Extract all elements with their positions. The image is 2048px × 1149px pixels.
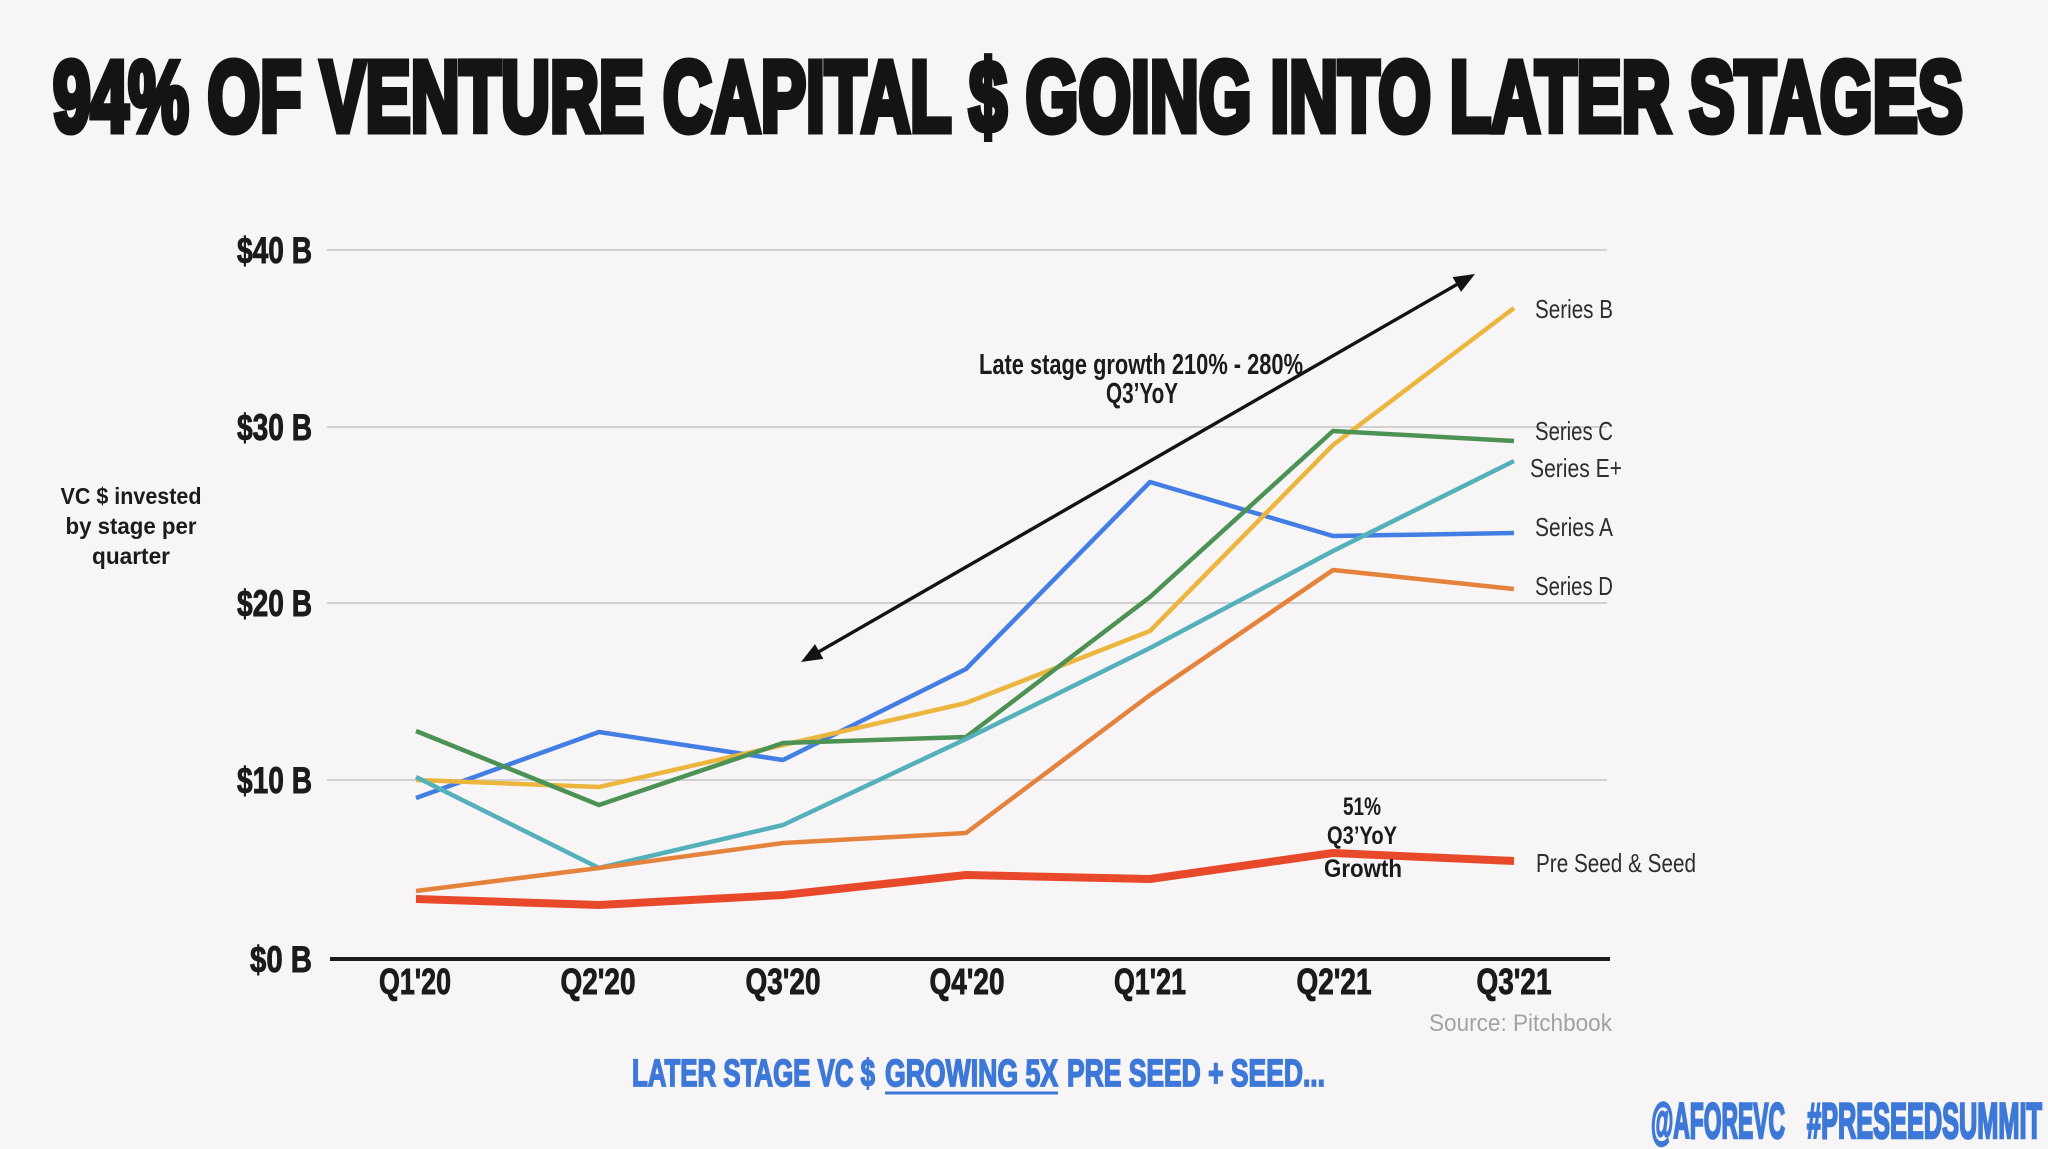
svg-text:Series B: Series B [1535,294,1613,324]
svg-text:Series C: Series C [1535,416,1613,446]
svg-text:by stage per: by stage per [66,513,197,539]
svg-text:Q3’YoY: Q3’YoY [1327,822,1397,850]
svg-text:94% OF VENTURE CAPITAL $ GOING: 94% OF VENTURE CAPITAL $ GOING INTO LATE… [53,41,1963,153]
svg-text:Q1'20: Q1'20 [379,961,451,1002]
svg-text:GROWING 5X: GROWING 5X [885,1053,1058,1095]
svg-text:$20 B: $20 B [237,583,312,624]
svg-text:51%: 51% [1343,793,1381,821]
svg-text:VC $ invested: VC $ invested [61,483,202,509]
svg-text:Q3’YoY: Q3’YoY [1106,378,1178,410]
svg-text:@AFOREVC: @AFOREVC [1651,1093,1785,1149]
svg-text:Q3'20: Q3'20 [746,961,821,1002]
svg-text:Q2'21: Q2'21 [1297,961,1372,1002]
svg-text:Series D: Series D [1535,571,1613,601]
svg-text:$0 B: $0 B [250,939,312,980]
svg-text:$40 B: $40 B [237,230,312,271]
svg-text:#PRESEEDSUMMIT: #PRESEEDSUMMIT [1807,1093,2042,1149]
svg-text:Q3'21: Q3'21 [1477,961,1552,1002]
svg-text:quarter: quarter [92,543,170,569]
svg-text:Late stage growth 210% - 280%: Late stage growth 210% - 280% [979,349,1303,381]
svg-text:Q4'20: Q4'20 [930,961,1005,1002]
svg-text:Series A: Series A [1535,512,1614,542]
svg-text:Growth: Growth [1324,855,1402,883]
svg-text:$10 B: $10 B [237,760,312,801]
svg-text:Pre Seed & Seed: Pre Seed & Seed [1536,848,1696,878]
svg-text:Q2'20: Q2'20 [561,961,636,1002]
svg-text:$30 B: $30 B [237,407,312,448]
svg-text:Q1'21: Q1'21 [1114,961,1186,1002]
svg-text:Series E+: Series E+ [1530,453,1622,483]
svg-text:PRE SEED + SEED...: PRE SEED + SEED... [1067,1053,1325,1095]
svg-text:LATER STAGE VC $: LATER STAGE VC $ [632,1053,875,1095]
svg-text:Source: Pitchbook: Source: Pitchbook [1429,1010,1613,1037]
